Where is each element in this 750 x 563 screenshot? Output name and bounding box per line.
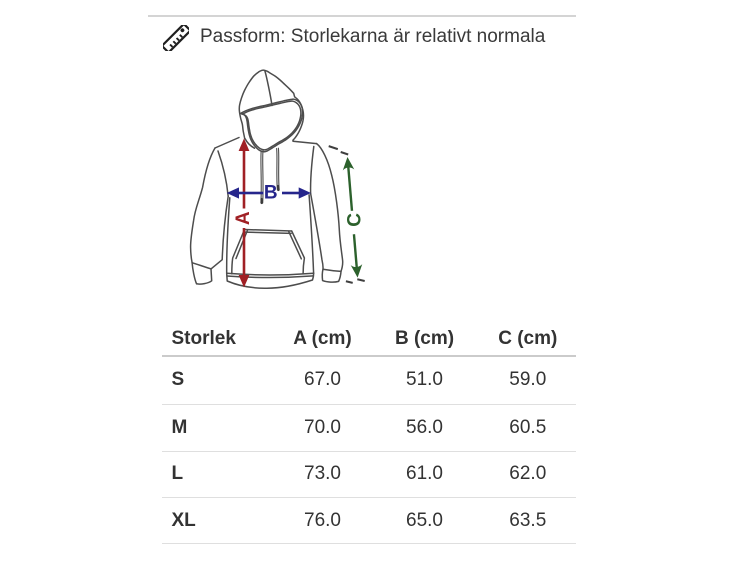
svg-text:C: C	[345, 213, 366, 227]
svg-text:A: A	[233, 211, 254, 225]
svg-text:B: B	[264, 182, 278, 203]
